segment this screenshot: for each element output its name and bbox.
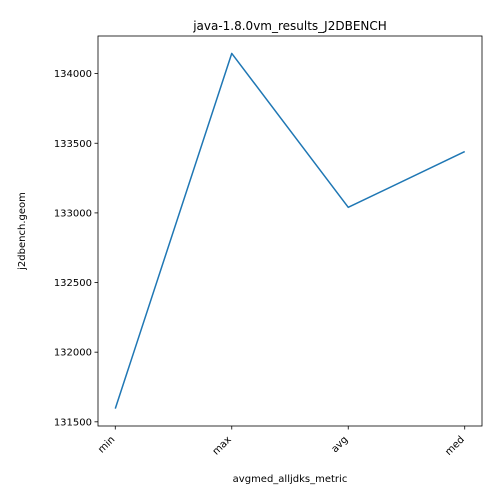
plot-area: 131500 132000 132500 133000 133500 134000 min m… xyxy=(54,35,483,458)
y-tick-label: 131500 xyxy=(54,417,92,428)
plot-frame xyxy=(97,35,483,427)
y-tick-label: 132500 xyxy=(54,278,92,289)
y-tick-label: 133000 xyxy=(54,208,92,219)
y-tick-label: 134000 xyxy=(54,69,92,80)
series-line xyxy=(114,52,466,409)
chart-title: java-1.8.0vm_results_J2DBENCH xyxy=(192,19,387,33)
y-tick-label: 132000 xyxy=(54,348,92,359)
x-tick-label: max xyxy=(211,434,234,457)
x-tick-label: min xyxy=(96,434,117,455)
y-axis-label: j2dbench.geom xyxy=(17,192,28,271)
x-axis-label: avgmed_alljdks_metric xyxy=(233,474,348,485)
x-tick-label: med xyxy=(443,434,467,458)
y-tick-label: 133500 xyxy=(54,139,92,150)
x-tick-label: avg xyxy=(330,434,351,455)
